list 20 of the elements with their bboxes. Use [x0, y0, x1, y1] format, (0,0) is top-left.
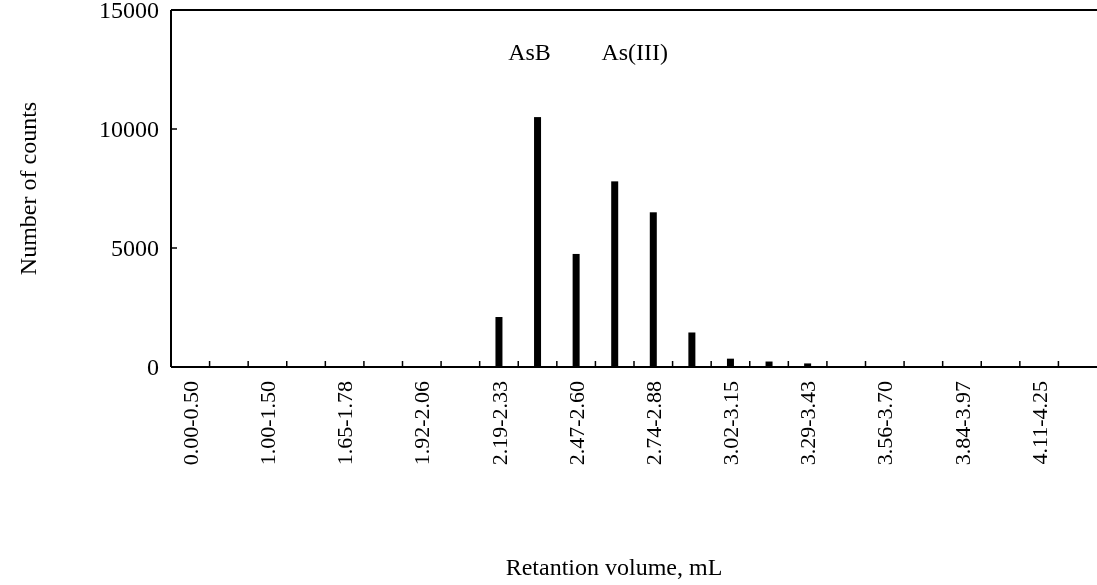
- x-axis-title: Retantion volume, mL: [505, 554, 723, 580]
- x-tick-label: 3.02-3.15: [718, 381, 744, 466]
- x-tick-label: 2.74-2.88: [640, 381, 666, 466]
- x-tick-label: 2.47-2.60: [563, 381, 589, 466]
- annotation: AsB: [508, 39, 551, 65]
- y-tick-label: 10000: [99, 116, 159, 143]
- annotation: As(III): [601, 39, 669, 65]
- x-tick-label: 3.84-3.97: [949, 381, 975, 466]
- y-tick-label: 5000: [111, 235, 159, 262]
- y-tick-label: 0: [147, 354, 159, 381]
- x-tick-label: 1.65-1.78: [332, 381, 358, 466]
- x-tick-label: 2.19-2.33: [486, 381, 512, 466]
- x-tick-label: 0.00-0.50: [177, 381, 203, 466]
- y-tick-label: 15000: [99, 0, 159, 24]
- x-tick-label: 1.00-1.50: [255, 381, 281, 466]
- x-tick-label: 4.11-4.25: [1026, 381, 1052, 465]
- x-tick-label: 1.92-2.06: [409, 381, 435, 466]
- x-tick-label: 3.56-3.70: [872, 381, 898, 466]
- y-axis-title: Number of counts: [15, 101, 42, 276]
- x-tick-label: 3.29-3.43: [795, 381, 821, 466]
